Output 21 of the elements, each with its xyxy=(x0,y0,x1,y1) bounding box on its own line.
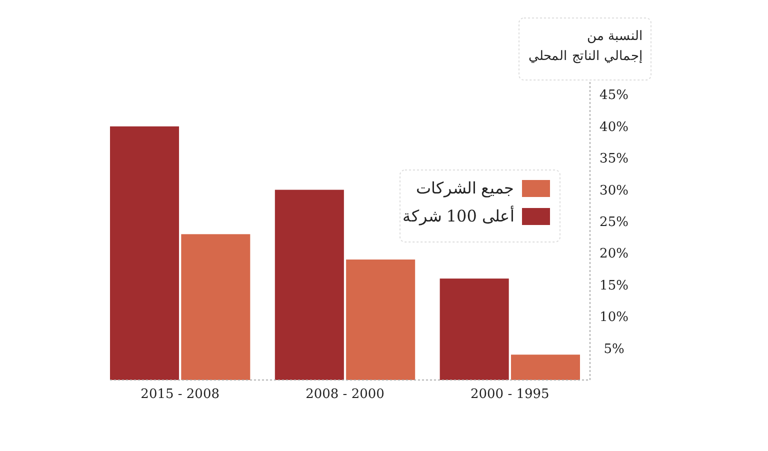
bar xyxy=(510,354,580,380)
y-tick-label: 25% xyxy=(600,215,628,230)
y-tick-label: 5% xyxy=(604,342,624,357)
legend-label: أعلى 100 شركة xyxy=(402,206,514,226)
bar xyxy=(346,260,416,380)
y-tick-label: 20% xyxy=(600,246,628,262)
y-tick-label: 30% xyxy=(600,183,628,198)
x-tick-label: 2000 - 1995 xyxy=(470,387,550,402)
y-tick-label: 10% xyxy=(600,310,628,326)
y-tick-label: 45% xyxy=(600,88,628,104)
y-tick-label: 35% xyxy=(600,152,628,167)
x-tick-label: 2015 - 2008 xyxy=(140,387,220,402)
y-tick-label: 40% xyxy=(600,120,628,135)
y-axis-title: النسبة من إجمالي الناتج المحلي xyxy=(528,29,643,64)
legend-label: جميع الشركات xyxy=(416,178,514,198)
bar xyxy=(181,234,250,380)
y-tick-label: 15% xyxy=(600,278,628,294)
bar xyxy=(274,190,344,380)
bar xyxy=(440,278,509,380)
bar xyxy=(110,126,180,380)
x-tick-label: 2008 - 2000 xyxy=(306,387,384,402)
